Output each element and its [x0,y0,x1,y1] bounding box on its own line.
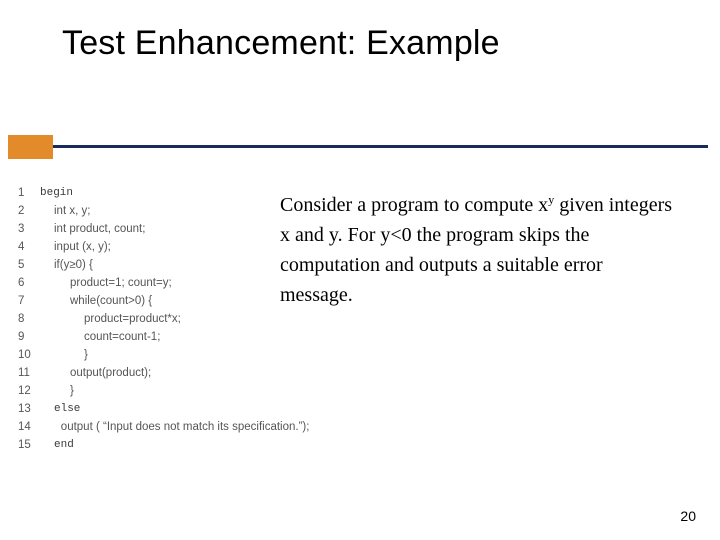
code-line: 6product=1; count=y; [18,274,268,292]
line-number: 13 [18,400,40,418]
code-text: } [40,382,74,400]
code-text: int x, y; [40,202,90,220]
line-number: 4 [18,238,40,256]
line-number: 1 [18,184,40,202]
code-text: output ( “Input does not match its speci… [31,418,310,436]
code-line: 15end [18,436,268,454]
slide-title: Test Enhancement: Example [62,24,500,63]
code-line: 12} [18,382,268,400]
code-text: while(count>0) { [40,292,152,310]
code-listing: 1begin2int x, y;3int product, count;4inp… [18,184,268,454]
line-number: 8 [18,310,40,328]
code-line: 14output ( “Input does not match its spe… [18,418,268,436]
line-number: 7 [18,292,40,310]
code-text: product=product*x; [40,310,181,328]
line-number: 5 [18,256,40,274]
decor-line [8,145,708,148]
code-line: 3int product, count; [18,220,268,238]
code-text: else [40,400,80,418]
decor-orange-block [8,135,53,159]
line-number: 15 [18,436,40,454]
code-text: end [40,436,74,454]
line-number: 12 [18,382,40,400]
line-number: 3 [18,220,40,238]
decor-bar [8,135,708,159]
code-line: 11output(product); [18,364,268,382]
code-line: 8product=product*x; [18,310,268,328]
code-line: 2int x, y; [18,202,268,220]
code-text: product=1; count=y; [40,274,172,292]
code-text: output(product); [40,364,151,382]
code-text: if(y≥0) { [40,256,93,274]
explain-prefix: Consider a program to compute x [280,194,548,216]
code-line: 7while(count>0) { [18,292,268,310]
code-text: count=count-1; [40,328,160,346]
line-number: 14 [18,418,31,436]
slide: Test Enhancement: Example 1begin2int x, … [0,0,720,540]
code-text: begin [40,184,73,202]
line-number: 11 [18,364,40,382]
explanation-text: Consider a program to compute xy given i… [280,190,680,310]
line-number: 6 [18,274,40,292]
code-line: 1begin [18,184,268,202]
line-number: 9 [18,328,40,346]
line-number: 10 [18,346,40,364]
line-number: 2 [18,202,40,220]
code-text: input (x, y); [40,238,111,256]
code-text: int product, count; [40,220,145,238]
code-text: } [40,346,88,364]
code-line: 10} [18,346,268,364]
page-number: 20 [680,508,696,524]
code-line: 4input (x, y); [18,238,268,256]
code-line: 13else [18,400,268,418]
code-line: 9count=count-1; [18,328,268,346]
code-line: 5if(y≥0) { [18,256,268,274]
